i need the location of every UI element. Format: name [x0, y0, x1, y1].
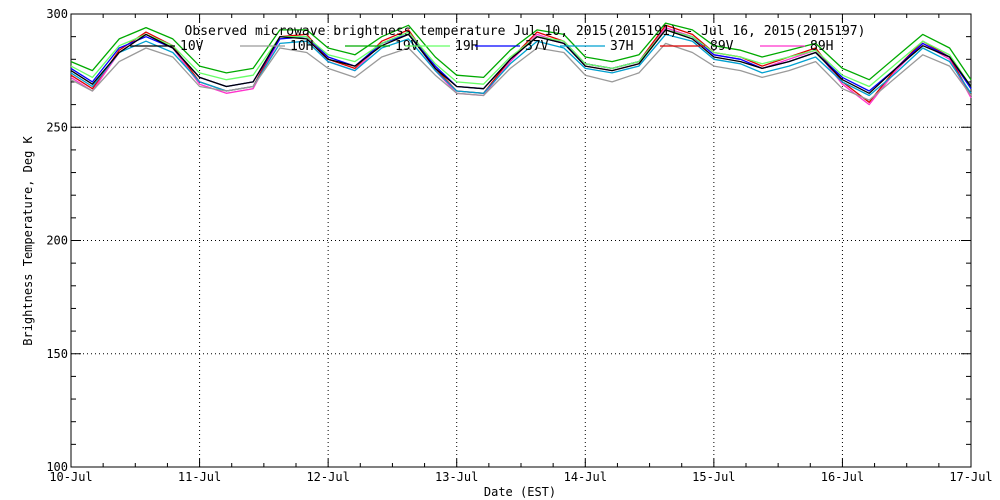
legend-label-10h: 10H: [290, 39, 313, 54]
legend-label-89h: 89H: [810, 39, 833, 54]
y-tick-label: 100: [46, 460, 68, 474]
legend-label-89v: 89V: [710, 39, 734, 54]
legend-label-10v: 10V: [180, 39, 204, 54]
legend-label-37v: 37V: [525, 39, 549, 54]
y-tick-label: 250: [46, 120, 68, 134]
legend: 10V 10H 19V 19H 37V 37H 89V 89H: [130, 39, 833, 54]
tick-labels: 10-Jul 11-Jul 12-Jul 13-Jul 14-Jul 15-Jul 16-J…: [46, 7, 992, 484]
x-tick-label: 12-Jul: [306, 470, 349, 484]
y-tick-label: 150: [46, 347, 68, 361]
y-tick-label: 300: [46, 7, 68, 21]
y-tick-label: 200: [46, 234, 68, 248]
x-axis-title: Date (EST): [484, 485, 556, 499]
x-tick-label: 11-Jul: [178, 470, 221, 484]
axis-ticks: [70, 13, 972, 468]
x-tick-label: 16-Jul: [821, 470, 864, 484]
series-line-10v: [70, 29, 972, 94]
series-line-37h: [70, 33, 972, 97]
series-line-19v: [70, 22, 972, 81]
x-tick-label: 15-Jul: [692, 470, 735, 484]
x-tick-label: 17-Jul: [949, 470, 992, 484]
series-lines: [70, 22, 972, 106]
series-line-19h: [70, 29, 972, 88]
x-tick-label: 14-Jul: [564, 470, 607, 484]
x-tick-label: 10-Jul: [49, 470, 92, 484]
x-tick-label: 13-Jul: [435, 470, 478, 484]
legend-label-19h: 19H: [455, 39, 478, 54]
series-line-10h: [70, 42, 972, 101]
chart-title: Observed microwave brightness temperatur…: [185, 24, 866, 39]
legend-label-37h: 37H: [610, 39, 633, 54]
y-axis-title: Brightness Temperature, Deg K: [21, 135, 35, 345]
